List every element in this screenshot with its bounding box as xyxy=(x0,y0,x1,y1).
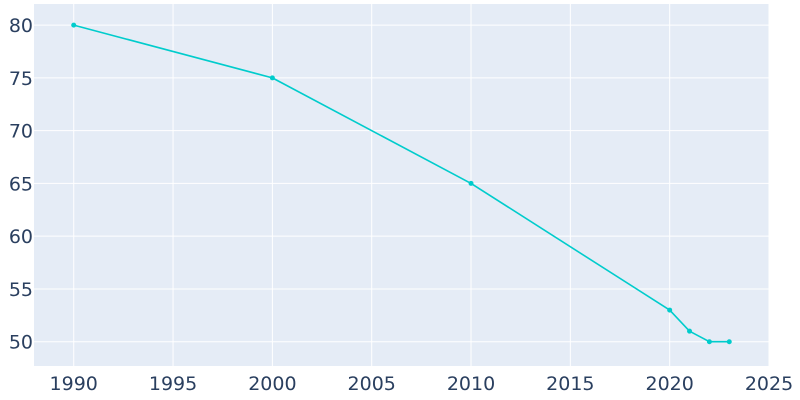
gridlines xyxy=(34,4,770,366)
data-point xyxy=(687,328,693,334)
data-point xyxy=(269,75,275,81)
x-tick-label: 1990 xyxy=(50,373,98,395)
y-axis: 50 55 60 65 70 75 80 xyxy=(9,15,33,354)
x-tick-label: 1995 xyxy=(149,373,197,395)
x-tick-label: 2020 xyxy=(645,373,693,395)
y-tick-label: 50 xyxy=(9,332,33,354)
x-tick-label: 2025 xyxy=(745,373,793,395)
y-tick-label: 75 xyxy=(9,68,33,90)
y-tick-label: 60 xyxy=(9,226,33,248)
data-point xyxy=(667,307,673,313)
data-point xyxy=(706,339,712,345)
y-tick-label: 80 xyxy=(9,15,33,37)
y-tick-label: 70 xyxy=(9,121,33,143)
data-point xyxy=(468,180,474,186)
y-tick-label: 55 xyxy=(9,279,33,301)
data-point xyxy=(71,22,77,28)
series-layer xyxy=(71,22,732,345)
y-tick-label: 65 xyxy=(9,173,33,195)
x-tick-label: 2010 xyxy=(447,373,495,395)
data-point xyxy=(726,339,732,345)
x-tick-label: 2000 xyxy=(248,373,296,395)
x-axis: 1990 1995 2000 2005 2010 2015 2020 2025 xyxy=(50,373,794,395)
x-tick-label: 2005 xyxy=(348,373,396,395)
x-tick-label: 2015 xyxy=(546,373,594,395)
plot-area xyxy=(34,4,769,366)
